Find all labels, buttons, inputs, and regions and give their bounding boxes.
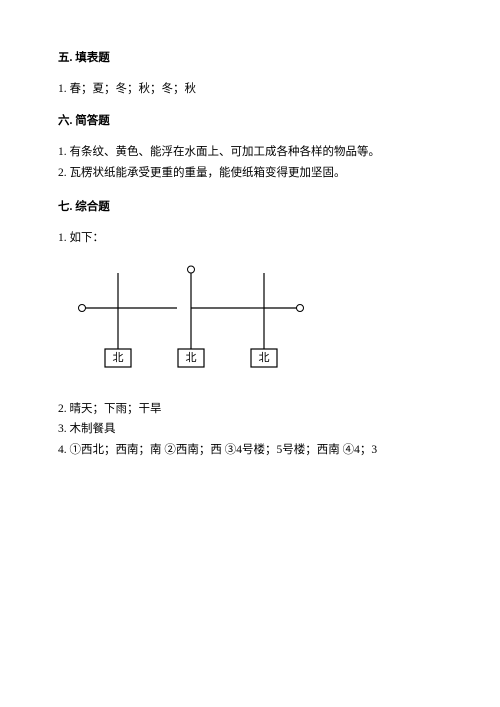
section-6-q2: 2. 瓦楞状纸能承受更重的重量，能使纸箱变得更加坚固。 <box>58 163 442 184</box>
section-6-q1: 1. 有条纹、黄色、能浮在水面上、可加工成各种各样的物品等。 <box>58 142 442 163</box>
section-7-q2: 2. 晴天；下雨；干旱 <box>58 399 442 420</box>
q-prefix: 1. <box>58 83 70 95</box>
diagram-svg: 北北北 <box>58 263 328 373</box>
q-text: 木制餐具 <box>70 423 116 435</box>
q-text: 有条纹、黄色、能浮在水面上、可加工成各种各样的物品等。 <box>70 146 381 158</box>
svg-text:北: 北 <box>186 351 197 364</box>
q-text: 瓦楞状纸能承受更重的重量，能使纸箱变得更加坚固。 <box>70 167 346 179</box>
section-7-q4: 4. ①西北；西南；南 ②西南；西 ③4号楼；5号楼；西南 ④4；3 <box>58 440 442 461</box>
section-7-q1: 1. 如下： <box>58 228 442 249</box>
compass-diagram: 北北北 <box>58 263 442 381</box>
svg-text:北: 北 <box>259 351 270 364</box>
section-5-q1: 1. 春；夏；冬；秋；冬；秋 <box>58 79 442 100</box>
section-7-q3: 3. 木制餐具 <box>58 419 442 440</box>
section-6-title: 六. 简答题 <box>58 111 442 132</box>
q-text: 晴天；下雨；干旱 <box>70 403 162 415</box>
q-text: 春；夏；冬；秋；冬；秋 <box>70 83 197 95</box>
q-prefix: 3. <box>58 423 70 435</box>
q-prefix: 2. <box>58 167 70 179</box>
section-5-title: 五. 填表题 <box>58 48 442 69</box>
section-6-answers: 1. 有条纹、黄色、能浮在水面上、可加工成各种各样的物品等。 2. 瓦楞状纸能承… <box>58 142 442 183</box>
q-text: ①西北；西南；南 ②西南；西 ③4号楼；5号楼；西南 ④4；3 <box>70 444 378 456</box>
q-prefix: 1. <box>58 232 70 244</box>
q-prefix: 2. <box>58 403 70 415</box>
q-text: 如下： <box>70 232 105 244</box>
q-prefix: 1. <box>58 146 70 158</box>
q-prefix: 4. <box>58 444 70 456</box>
section-7-title: 七. 综合题 <box>58 197 442 218</box>
svg-text:北: 北 <box>113 351 124 364</box>
